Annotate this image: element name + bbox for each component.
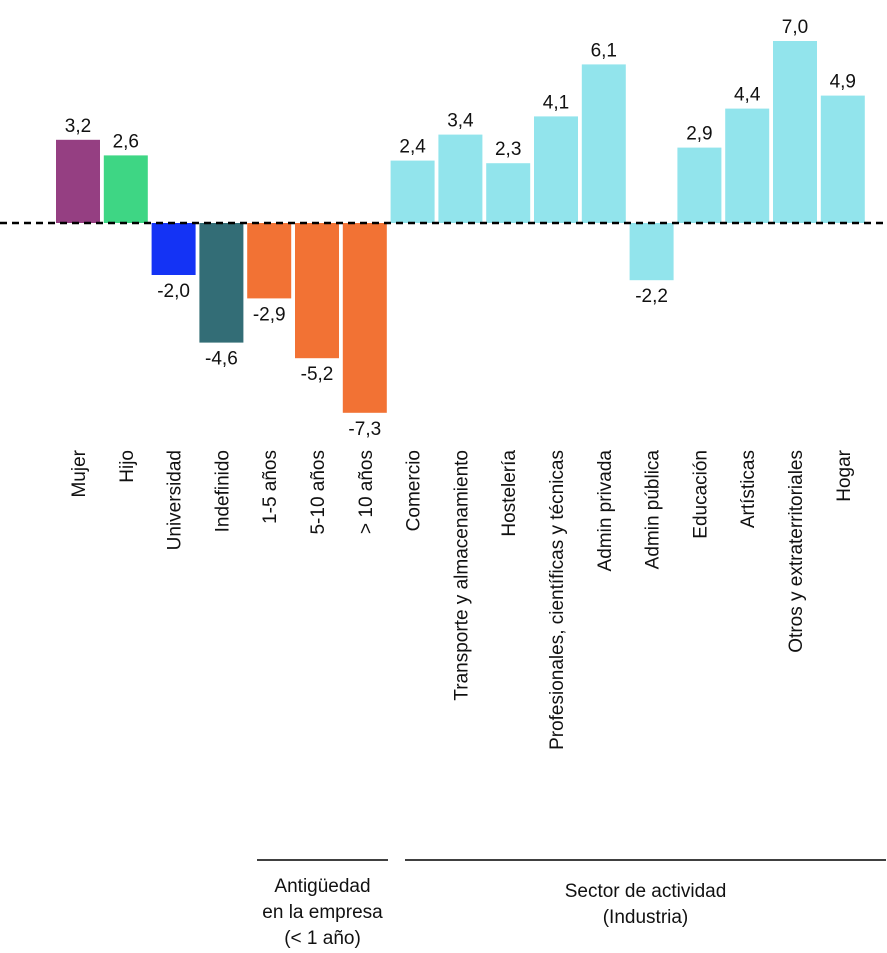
category-label-10: Profesionales, científicas y técnicas [547,450,568,750]
group-brackets-layer: Antigüedad en la empresa (< 1 año) Sector d… [257,859,886,949]
bar-12 [629,223,674,281]
category-label-9: Hostelería [499,450,520,537]
category-label-16: Hogar [834,449,855,501]
group-label-1-line-1: (Industria) [603,907,689,928]
value-label-3: -4,6 [205,349,238,370]
category-label-2: Universidad [165,450,186,550]
category-label-13: Educación [690,450,711,539]
bar-7 [390,160,435,223]
value-label-5: -5,2 [301,364,334,385]
bar-4 [247,223,292,299]
bar-3 [199,223,244,343]
category-label-4: 1-5 años [260,450,281,524]
bar-15 [773,41,817,223]
group-label-0-line-1: en la empresa [262,902,383,923]
bar-0 [56,139,100,223]
group-label-0-line-0: Antigüedad [274,876,370,897]
group-label-1-line-0: Sector de actividad [565,881,727,902]
category-label-1: Hijo [117,450,138,483]
bar-5 [295,223,339,359]
bar-10 [534,116,578,223]
category-label-11: Admin privada [595,450,616,572]
bar-14 [725,108,770,223]
value-label-10: 4,1 [543,92,569,113]
bar-13 [677,147,722,223]
bar-6 [342,223,387,413]
category-label-5: 5-10 años [308,450,329,535]
category-label-0: Mujer [69,449,90,497]
value-label-1: 2,6 [113,131,139,152]
value-label-8: 3,4 [447,111,474,132]
category-labels-layer: Mujer Hijo Universidad Indefinido 1-5 años 5-… [69,449,855,750]
value-label-4: -2,9 [253,304,286,325]
category-label-12: Admin pública [643,450,664,570]
bar-1 [103,155,148,223]
category-label-7: Comercio [404,450,425,531]
bar-9 [486,163,531,223]
group-label-0-line-2: (< 1 año) [284,928,361,949]
value-label-9: 2,3 [495,139,521,160]
category-label-15: Otros y extraterritoriales [786,450,807,653]
value-label-13: 2,9 [686,124,712,145]
value-label-7: 2,4 [399,137,426,158]
value-labels-layer: 3,2 2,6 -2,0 -4,6 -2,9 -5,2 -7,3 2,4 3,4 2,3 4,1 6,… [65,17,856,440]
category-label-14: Artísticas [738,450,759,528]
bar-16 [820,95,865,223]
value-label-11: 6,1 [591,40,617,61]
value-label-2: -2,0 [157,281,190,302]
bar-11 [581,64,626,224]
value-label-12: -2,2 [635,286,668,307]
bar-8 [438,134,483,223]
category-label-8: Transporte y almacenamiento [451,450,472,701]
bars-layer [56,41,865,413]
category-label-3: Indefinido [212,450,233,532]
bar-2 [151,223,196,275]
value-label-16: 4,9 [830,72,856,93]
value-label-15: 7,0 [782,17,808,38]
value-label-0: 3,2 [65,116,91,137]
value-label-14: 4,4 [734,85,761,106]
category-label-6: > 10 años [356,450,377,534]
value-label-6: -7,3 [348,419,381,440]
